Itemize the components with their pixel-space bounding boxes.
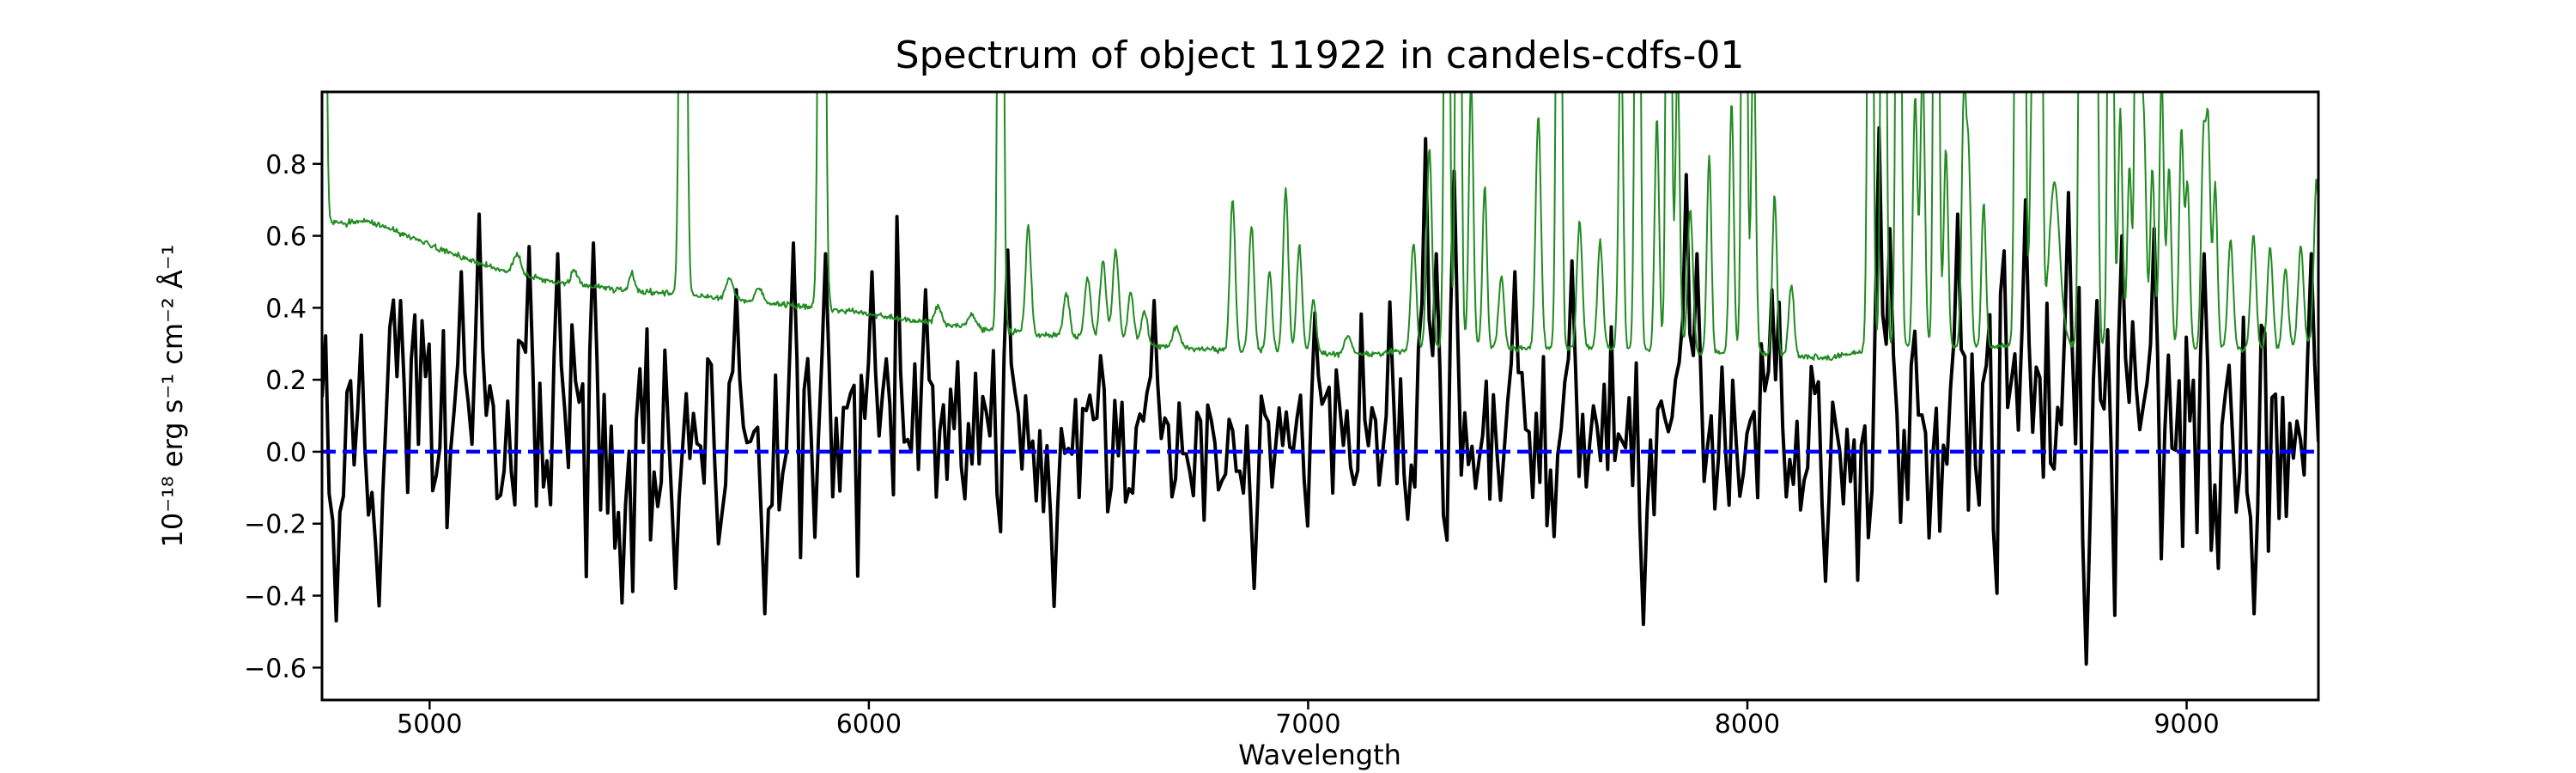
plot-axes-layer: 5000 6000 7000 8000 9000 0.8 0.6 0.4 0.2 0.0 −0.2 −…	[244, 90, 2320, 740]
y-tick-label: −0.2	[244, 510, 307, 540]
y-tick-label: 0.2	[265, 366, 307, 396]
sky-noise-line	[326, 92, 2318, 362]
plot-title: Spectrum of object 11922 in candels-cdfs…	[896, 33, 1745, 77]
x-tick-label: 5000	[397, 709, 462, 740]
y-tick-label: −0.6	[244, 654, 307, 684]
plot-series-layer	[322, 92, 2318, 666]
flux-line	[322, 125, 2318, 666]
y-tick-label: 0.8	[265, 150, 307, 180]
x-tick-label: 8000	[1715, 709, 1780, 740]
y-tick-label: 0.6	[265, 222, 307, 253]
y-tick-label: −0.4	[244, 582, 307, 612]
y-tick-label: 0.0	[265, 438, 307, 468]
y-tick-label: 0.4	[265, 294, 307, 324]
x-tick-label: 6000	[836, 709, 902, 740]
x-tick-label: 9000	[2154, 709, 2219, 740]
x-tick-label: 7000	[1275, 709, 1340, 740]
y-axis-label: 10⁻¹⁸ erg s⁻¹ cm⁻² Å⁻¹	[156, 244, 189, 547]
x-axis-label: Wavelength	[1238, 739, 1401, 771]
axes-spines	[320, 90, 2320, 702]
